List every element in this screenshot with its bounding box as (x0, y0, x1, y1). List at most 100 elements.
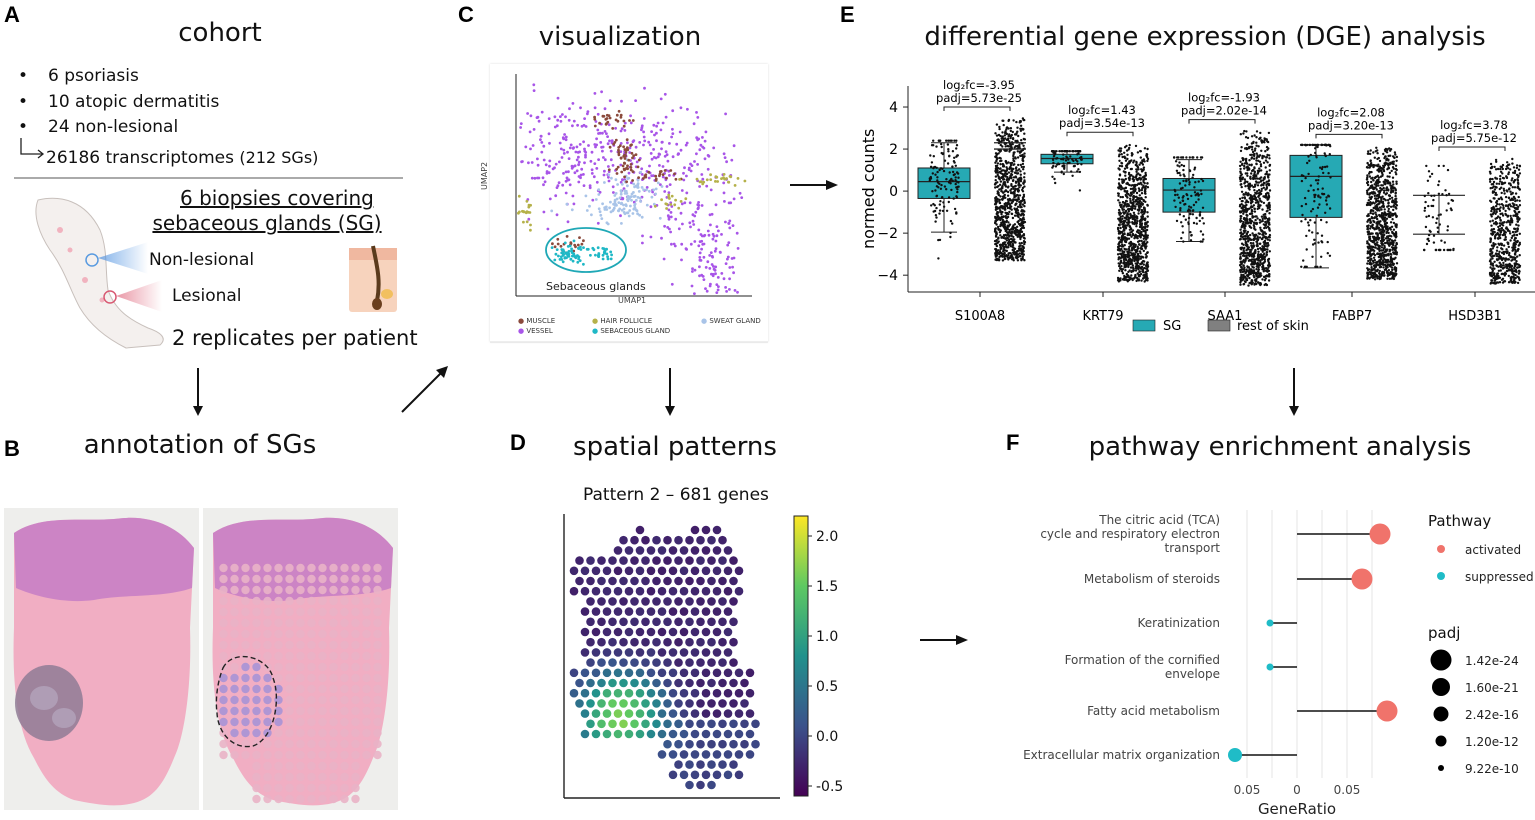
rest-point (1137, 212, 1140, 215)
padj-label: padj=5.73e-25 (936, 91, 1022, 105)
spatial-spot (613, 607, 623, 616)
sg-point (1172, 156, 1176, 159)
umap-point (691, 219, 695, 223)
sg-point (1197, 180, 1200, 183)
umap-point (680, 242, 684, 246)
umap-point (688, 221, 692, 225)
dge-y-tick-label: 0 (889, 184, 898, 200)
sg-point (939, 139, 942, 142)
rest-point (1120, 261, 1123, 264)
sg-point (1072, 150, 1075, 153)
umap-point (687, 168, 691, 171)
rest-point (1139, 149, 1142, 153)
rest-point (1136, 217, 1139, 220)
sg-point (956, 154, 959, 157)
rest-point (1014, 181, 1018, 184)
rest-point (1251, 265, 1254, 268)
rest-point (1126, 196, 1129, 199)
rest-point (994, 186, 997, 189)
spatial-spot (668, 770, 678, 780)
rest-point (1134, 243, 1137, 247)
spot (373, 563, 382, 573)
rest-point (1004, 145, 1007, 148)
spatial-spot (641, 556, 650, 565)
umap-point (720, 272, 724, 275)
rest-point (1128, 216, 1132, 220)
rest-point (1258, 236, 1262, 239)
rest-point (1143, 260, 1146, 263)
rest-point (1139, 205, 1143, 208)
sg-point (1175, 169, 1179, 172)
rest-point (1140, 192, 1144, 195)
rest-point (1259, 165, 1263, 168)
umap-point (732, 271, 735, 275)
spatial-spot (723, 586, 733, 596)
rest-point (994, 217, 998, 220)
spatial-spot (652, 597, 661, 606)
spatial-spot (663, 699, 672, 708)
sg-point (953, 139, 956, 142)
rest-point (1391, 248, 1394, 251)
rest-point (1139, 161, 1142, 164)
panel-letter-b: B (4, 436, 20, 461)
spot (230, 563, 239, 573)
rest-point (1248, 254, 1251, 258)
rest-point (1260, 183, 1264, 186)
sg-point (1177, 196, 1180, 199)
rest-point (1267, 182, 1271, 186)
rest-point (1246, 265, 1249, 268)
spatial-pattern-plot: 2.01.51.00.50.0-0.5 (563, 514, 843, 799)
spatial-spot (701, 668, 711, 678)
rest-point (994, 198, 997, 201)
rest-point (1240, 265, 1243, 269)
rest-point (1254, 183, 1257, 186)
spot (263, 673, 272, 683)
spot (296, 574, 305, 584)
sg-point (1185, 156, 1188, 159)
umap-point (731, 265, 734, 269)
umap-point (684, 247, 688, 251)
umap-point (623, 175, 626, 179)
umap-point (699, 259, 703, 262)
umap-point (710, 212, 714, 216)
sg-point (1062, 153, 1065, 156)
rest-point (1263, 226, 1266, 230)
umap-point (684, 143, 688, 147)
rest-point (1016, 259, 1020, 262)
umap-point (626, 167, 629, 171)
rest-point (1010, 228, 1013, 231)
spot (230, 651, 239, 661)
umap-point (615, 172, 619, 175)
rest-point (1372, 256, 1376, 259)
rest-point (1129, 266, 1133, 269)
spatial-spot (729, 719, 738, 729)
rest-point (1385, 151, 1389, 154)
umap-point (590, 168, 594, 172)
spot (252, 574, 261, 584)
umap-point (679, 211, 683, 215)
spatial-spot (613, 729, 623, 739)
spatial-spot (674, 617, 683, 627)
rest-point (1140, 227, 1144, 231)
umap-point (690, 284, 694, 288)
umap-point (619, 113, 623, 117)
sg-point (1187, 216, 1191, 220)
sg-point (1197, 198, 1200, 201)
sg-point (943, 185, 947, 188)
umap-point (716, 180, 719, 183)
rest-point (1140, 231, 1143, 234)
rest-point (1143, 182, 1146, 185)
rest-point (1254, 251, 1257, 255)
spot (219, 596, 228, 606)
rest-point (996, 250, 999, 254)
rest-point (1255, 240, 1258, 243)
umap-point (644, 173, 648, 177)
rest-point (1021, 245, 1024, 248)
rest-point (1144, 247, 1147, 250)
umap-point (606, 257, 610, 261)
sg-point (1179, 207, 1182, 210)
rest-point (1265, 251, 1268, 254)
rest-point (999, 243, 1003, 246)
sg-point (931, 190, 934, 193)
rest-point (1373, 183, 1376, 186)
